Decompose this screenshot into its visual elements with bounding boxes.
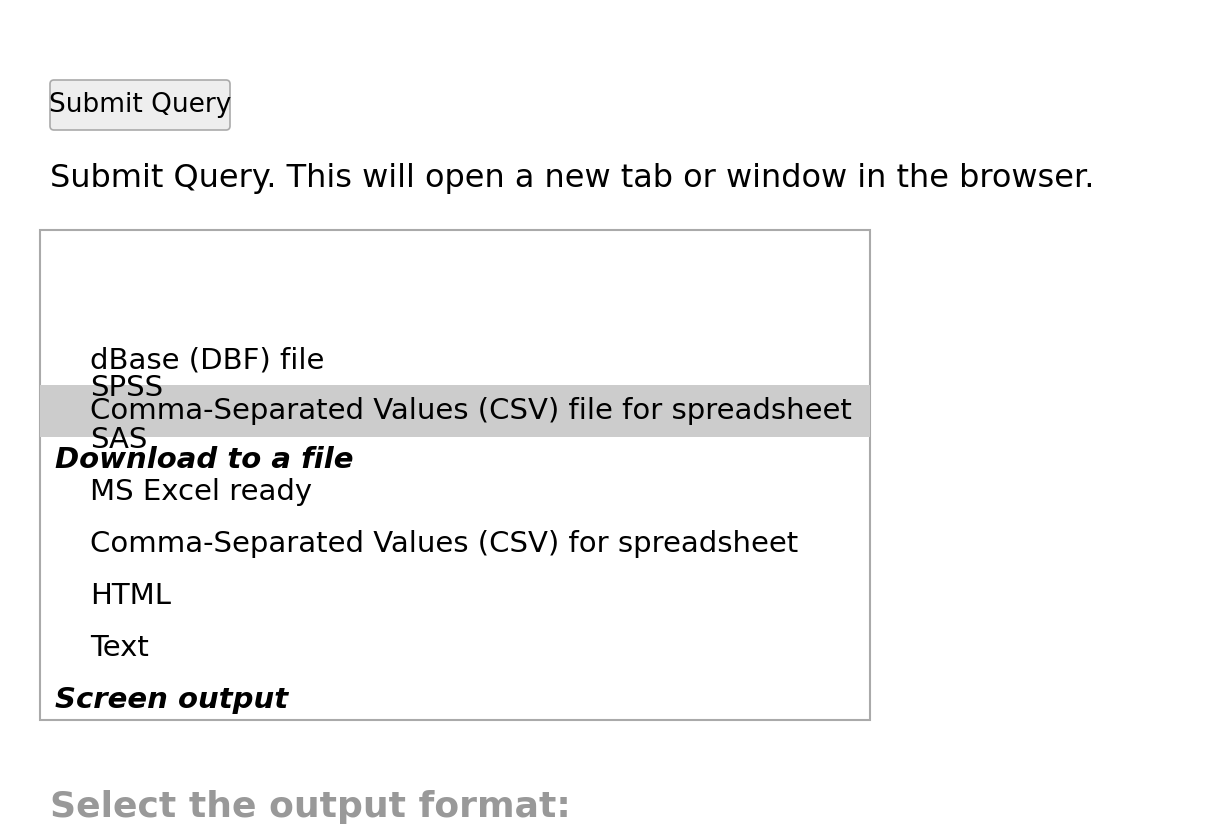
- Text: MS Excel ready: MS Excel ready: [91, 478, 312, 506]
- Text: Text: Text: [91, 634, 149, 662]
- Text: SAS: SAS: [91, 426, 148, 454]
- Text: dBase (DBF) file: dBase (DBF) file: [91, 346, 324, 374]
- FancyBboxPatch shape: [40, 385, 870, 437]
- Text: Submit Query: Submit Query: [49, 92, 231, 118]
- FancyBboxPatch shape: [50, 80, 230, 130]
- FancyBboxPatch shape: [40, 230, 870, 720]
- Text: Submit Query. This will open a new tab or window in the browser.: Submit Query. This will open a new tab o…: [50, 163, 1095, 194]
- Text: SPSS: SPSS: [91, 374, 163, 402]
- Text: HTML: HTML: [91, 582, 171, 610]
- Text: Screen output: Screen output: [55, 686, 289, 714]
- Text: Select the output format:: Select the output format:: [50, 790, 571, 824]
- Text: Download to a file: Download to a file: [55, 446, 353, 474]
- Text: Comma-Separated Values (CSV) file for spreadsheet: Comma-Separated Values (CSV) file for sp…: [91, 397, 852, 425]
- Text: Comma-Separated Values (CSV) for spreadsheet: Comma-Separated Values (CSV) for spreads…: [91, 530, 799, 558]
